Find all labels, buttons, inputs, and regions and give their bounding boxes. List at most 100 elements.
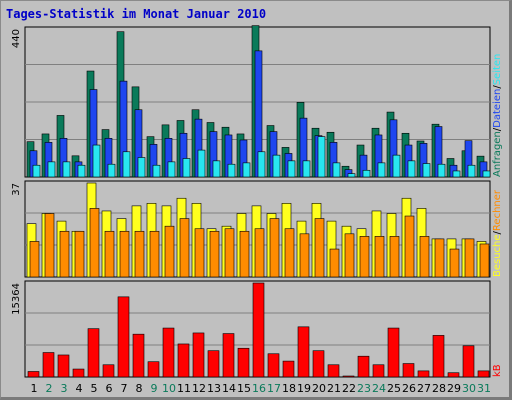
bar-rechner-day-7 — [119, 230, 130, 278]
bar-kb-day-1 — [27, 371, 40, 378]
bar-rechner-day-19 — [299, 233, 310, 278]
bar-rechner-day-31 — [479, 243, 490, 278]
bar-seiten-day-8 — [137, 157, 146, 178]
bar-rechner-day-28 — [434, 238, 445, 278]
bar-rechner-day-18 — [284, 228, 295, 278]
bar-seiten-day-19 — [302, 160, 311, 178]
bar-kb-day-13 — [207, 350, 220, 378]
bar-kb-day-17 — [267, 353, 280, 378]
bar-seiten-day-18 — [287, 160, 296, 178]
y-max-label: 37 — [11, 183, 22, 196]
bar-kb-day-3 — [57, 354, 70, 378]
bar-seiten-day-26 — [407, 160, 416, 178]
x-tick-label-day-14: 14 — [222, 382, 236, 395]
bar-seiten-day-11 — [182, 158, 191, 178]
bar-seiten-day-15 — [242, 162, 251, 178]
bar-seiten-day-17 — [272, 154, 281, 178]
bar-seiten-day-10 — [167, 161, 176, 178]
legend-label: Anfragen — [492, 131, 503, 177]
bar-kb-day-4 — [72, 368, 85, 378]
legend-label: / — [492, 127, 503, 131]
bar-seiten-day-5 — [92, 144, 101, 178]
bar-rechner-day-13 — [209, 230, 220, 278]
x-tick-label-day-21: 21 — [327, 382, 341, 395]
legend-label: Dateien — [492, 89, 503, 128]
bar-kb-day-2 — [42, 352, 55, 378]
bar-rechner-day-8 — [134, 230, 145, 278]
x-tick-label-day-4: 4 — [76, 382, 83, 395]
bar-rechner-day-2 — [44, 213, 55, 278]
x-tick-label-day-11: 11 — [177, 382, 191, 395]
x-tick-label-day-28: 28 — [432, 382, 446, 395]
legend-label: Besuche — [492, 234, 503, 277]
bar-seiten-day-2 — [47, 161, 56, 178]
bar-seiten-day-27 — [422, 163, 431, 178]
bar-kb-day-27 — [417, 370, 430, 378]
bar-rechner-day-3 — [59, 230, 70, 278]
bar-kb-day-25 — [387, 327, 400, 378]
x-tick-label-day-25: 25 — [387, 382, 401, 395]
bar-rechner-day-17 — [269, 218, 280, 278]
bar-seiten-day-4 — [77, 164, 86, 178]
bar-rechner-day-16 — [254, 228, 265, 278]
bar-seiten-day-30 — [467, 164, 476, 178]
bar-kb-day-15 — [237, 347, 250, 378]
bar-kb-day-22 — [342, 375, 355, 378]
bar-seiten-day-22 — [347, 173, 356, 178]
x-tick-label-day-23: 23 — [357, 382, 371, 395]
x-tick-label-day-22: 22 — [342, 382, 356, 395]
x-tick-label-day-16: 16 — [252, 382, 266, 395]
x-tick-label-day-31: 31 — [477, 382, 491, 395]
x-axis-labels: 1 2 3 4 5 6 7 8 9 10 11 12 13 14 15 16 17 18 19 20 21 22 23 24 2… — [31, 382, 492, 395]
bar-kb-day-31 — [477, 370, 490, 378]
legend-label: kB — [492, 364, 503, 377]
bar-kb-day-29 — [447, 372, 460, 378]
bar-rechner-day-9 — [149, 230, 160, 278]
bar-seiten-day-24 — [377, 162, 386, 178]
bar-kb-day-10 — [162, 327, 175, 378]
x-tick-label-day-7: 7 — [121, 382, 128, 395]
x-tick-label-day-12: 12 — [192, 382, 206, 395]
bar-kb-day-20 — [312, 350, 325, 378]
bar-kb-day-21 — [327, 364, 340, 378]
bar-seiten-day-23 — [362, 169, 371, 178]
bar-kb-day-30 — [462, 345, 475, 378]
bar-kb-day-8 — [132, 333, 145, 378]
legend-labels: Besuche/Rechner — [492, 189, 503, 277]
bar-seiten-day-12 — [197, 149, 206, 178]
bar-seiten-day-1 — [32, 164, 41, 178]
bar-rechner-day-20 — [314, 218, 325, 278]
x-tick-label-day-9: 9 — [151, 382, 158, 395]
bar-rechner-day-29 — [449, 248, 460, 278]
bar-rechner-day-30 — [464, 238, 475, 278]
x-tick-label-day-5: 5 — [91, 382, 98, 395]
bar-rechner-day-12 — [194, 228, 205, 278]
bar-rechner-day-5 — [89, 208, 100, 278]
bar-kb-day-18 — [282, 360, 295, 378]
x-tick-label-day-17: 17 — [267, 382, 281, 395]
bar-kb-day-26 — [402, 363, 415, 378]
x-tick-label-day-13: 13 — [207, 382, 221, 395]
bar-kb-day-19 — [297, 326, 310, 378]
bar-rechner-day-22 — [344, 233, 355, 278]
bar-kb-day-6 — [102, 364, 115, 378]
bar-kb-day-28 — [432, 335, 445, 378]
bar-kb-day-16 — [252, 282, 265, 378]
x-tick-label-day-27: 27 — [417, 382, 431, 395]
x-tick-label-day-8: 8 — [136, 382, 143, 395]
bar-seiten-day-29 — [452, 170, 461, 178]
bar-seiten-day-13 — [212, 160, 221, 178]
legend-label: / — [492, 230, 503, 234]
x-tick-label-day-6: 6 — [106, 382, 113, 395]
bar-rechner-day-6 — [104, 230, 115, 278]
bar-rechner-day-1 — [29, 241, 40, 278]
bar-rechner-day-24 — [374, 236, 385, 278]
legend-label: / — [492, 85, 503, 89]
panel-bottom: 15364 kB — [11, 280, 503, 378]
panel-middle: 37 Besuche/Rechner — [11, 180, 503, 278]
bar-rechner-day-10 — [164, 225, 175, 278]
bar-kb-day-7 — [117, 296, 130, 378]
legend-labels: kB — [492, 364, 503, 377]
